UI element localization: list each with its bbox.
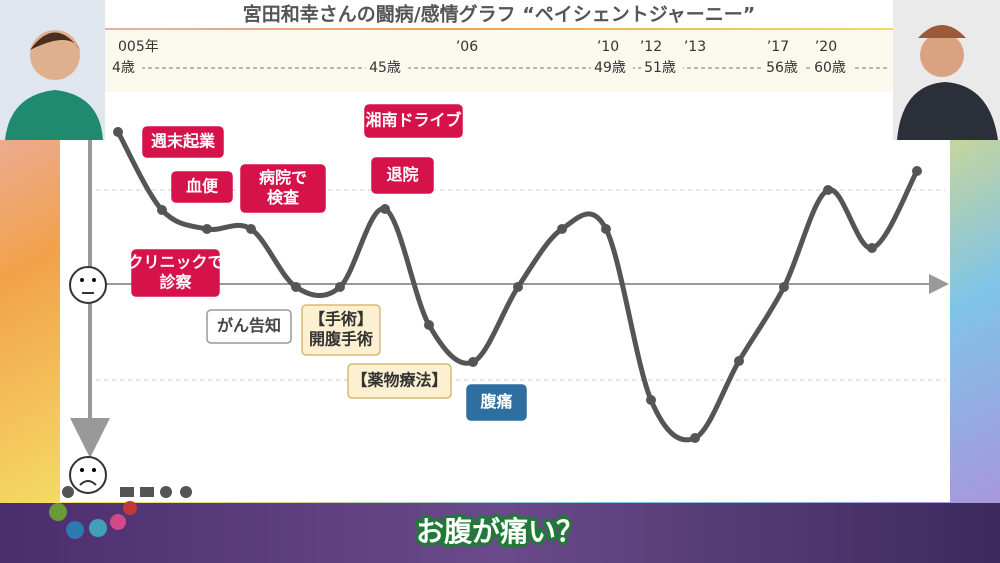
callout-text: 湘南ドライブ — [365, 111, 461, 130]
curve-point — [202, 224, 212, 234]
curve-point — [113, 127, 123, 137]
age-label: 49歳 — [594, 60, 626, 76]
host-left — [0, 0, 105, 140]
curve-point — [601, 224, 611, 234]
callout-box — [371, 157, 434, 194]
curve-point — [291, 282, 301, 292]
player-controls[interactable] — [62, 486, 192, 498]
curve-point — [335, 282, 345, 292]
year-label: 005年 — [118, 39, 159, 55]
age-label: 51歳 — [644, 60, 676, 76]
curve-point — [823, 185, 833, 195]
curve-point — [867, 243, 877, 253]
callout-text: 病院で — [259, 168, 307, 187]
emotion-curve — [115, 130, 920, 443]
age-label: 56歳 — [766, 60, 798, 76]
callout: 血便 — [171, 171, 233, 203]
callout-box — [240, 164, 326, 213]
callout-text: 検査 — [267, 188, 299, 207]
age-label: 60歳 — [814, 60, 846, 76]
callout: 週末起業 — [142, 126, 224, 158]
curve-point — [646, 395, 656, 405]
callout: がん告知 — [206, 309, 292, 344]
callout: 腹痛 — [466, 384, 527, 421]
callout-text: クリニックで — [127, 253, 223, 272]
callout: 退院 — [371, 157, 434, 194]
age-label: 4歳 — [112, 60, 135, 76]
curve-point — [912, 166, 922, 176]
curve-points — [113, 127, 922, 443]
sad-face — [69, 456, 107, 494]
callout-text: 腹痛 — [480, 392, 512, 411]
callout: 【手術】開腹手術 — [301, 304, 381, 356]
neutral-face — [69, 266, 107, 304]
curve-point — [157, 205, 167, 215]
guest-right — [893, 0, 1000, 140]
callout-text: がん告知 — [217, 316, 281, 335]
callout-box — [171, 171, 233, 203]
curve-point — [380, 204, 390, 214]
callout-box — [301, 304, 381, 356]
callout-text: 週末起業 — [151, 132, 216, 151]
subtitle: お腹が痛い？ — [416, 515, 584, 548]
year-label: ’17 — [767, 39, 789, 55]
title-area — [105, 0, 893, 28]
curve-point — [246, 224, 256, 234]
callout-box — [131, 249, 220, 297]
callout-text: 血便 — [186, 177, 219, 196]
callout-box — [466, 384, 527, 421]
callout-box — [364, 104, 463, 138]
curve-point — [424, 320, 434, 330]
year-label: ’12 — [640, 39, 662, 55]
year-label: ’06 — [456, 39, 478, 55]
callout-text: 退院 — [386, 165, 418, 184]
curve-point — [557, 224, 567, 234]
title: 宮田和幸さんの闘病/感情グラフ “ペイシェントジャーニー” — [243, 3, 756, 26]
callout-text: 【手術】 — [309, 310, 373, 329]
callout-text: 診察 — [159, 273, 192, 292]
year-label: ’10 — [597, 39, 619, 55]
curve-point — [734, 356, 744, 366]
subtitle-band — [0, 503, 1000, 563]
year-label: ’13 — [684, 39, 706, 55]
curve-point — [779, 282, 789, 292]
callout-text: 【薬物療法】 — [351, 371, 447, 390]
curve-point — [513, 282, 523, 292]
age-label: 45歳 — [369, 60, 401, 76]
callout-box — [347, 363, 452, 399]
timeline-area — [105, 30, 893, 92]
callout-text: 開腹手術 — [309, 330, 373, 349]
callout-box — [142, 126, 224, 158]
callout-box — [206, 309, 292, 344]
curve-point — [690, 433, 700, 443]
logo — [49, 501, 137, 539]
callout: 【薬物療法】 — [347, 363, 452, 399]
callout: 湘南ドライブ — [364, 104, 463, 138]
year-label: ’20 — [815, 39, 837, 55]
curve-point — [468, 357, 478, 367]
